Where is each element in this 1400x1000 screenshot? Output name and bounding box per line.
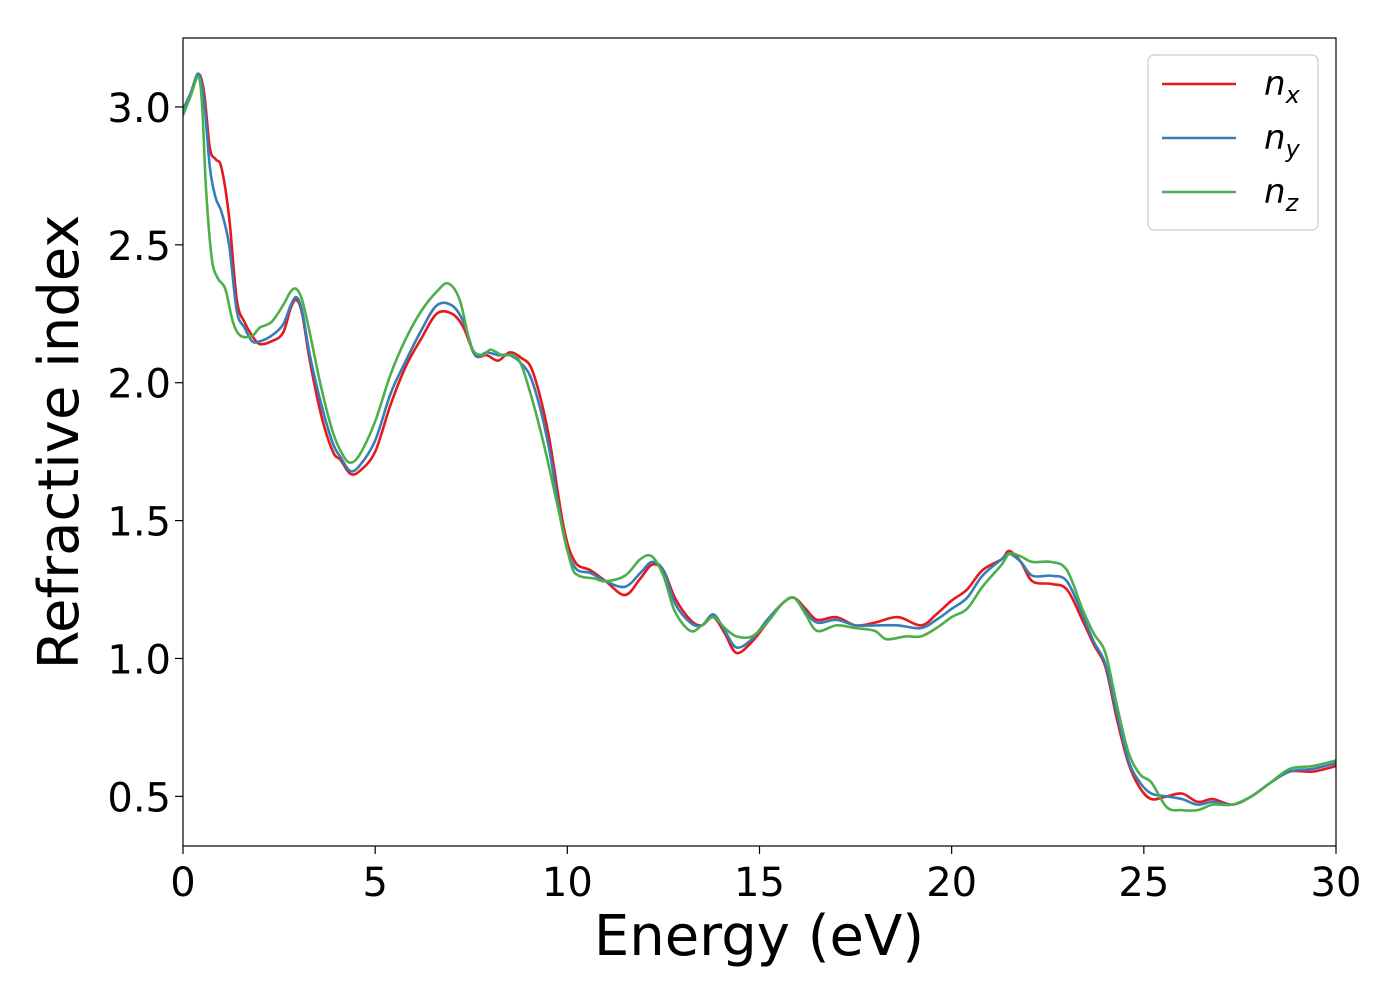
x-tick-label: 0: [170, 860, 195, 906]
y-axis-title: Refractive index: [27, 215, 92, 670]
y-axis: 0.5 1.0 1.5 2.0 2.5 3.0: [107, 86, 183, 821]
x-tick-label: 5: [362, 860, 387, 906]
series-line-n-z: [183, 75, 1336, 812]
x-tick-label: 15: [734, 860, 785, 906]
legend-label-n-z: nz: [1264, 172, 1300, 217]
legend-label-base: n: [1264, 64, 1286, 104]
y-tick-label: 2.5: [107, 224, 171, 270]
y-tick-label: 3.0: [107, 86, 171, 132]
legend-label-subscript: x: [1285, 81, 1301, 109]
y-tick-label: 1.0: [107, 637, 171, 683]
legend-label-n-y: ny: [1264, 118, 1301, 163]
legend-label-base: n: [1264, 118, 1286, 158]
x-tick-label: 10: [542, 860, 593, 906]
x-axis-title: Energy (eV): [594, 904, 924, 969]
legend-label-subscript: z: [1285, 189, 1300, 217]
series-layer: [183, 72, 1336, 812]
y-tick-label: 0.5: [107, 775, 171, 821]
y-tick-label: 2.0: [107, 362, 171, 408]
legend-label-n-x: nx: [1264, 64, 1301, 109]
y-tick-label: 1.5: [107, 500, 171, 546]
legend-label-subscript: y: [1285, 135, 1301, 163]
x-tick-label: 30: [1311, 860, 1362, 906]
x-tick-label: 20: [926, 860, 977, 906]
series-line-n-y: [183, 72, 1336, 807]
legend-box: [1147, 54, 1319, 231]
x-axis: 0 5 10 15 20 25 30: [170, 846, 1361, 906]
legend-label-base: n: [1264, 172, 1286, 212]
x-tick-label: 25: [1118, 860, 1169, 906]
